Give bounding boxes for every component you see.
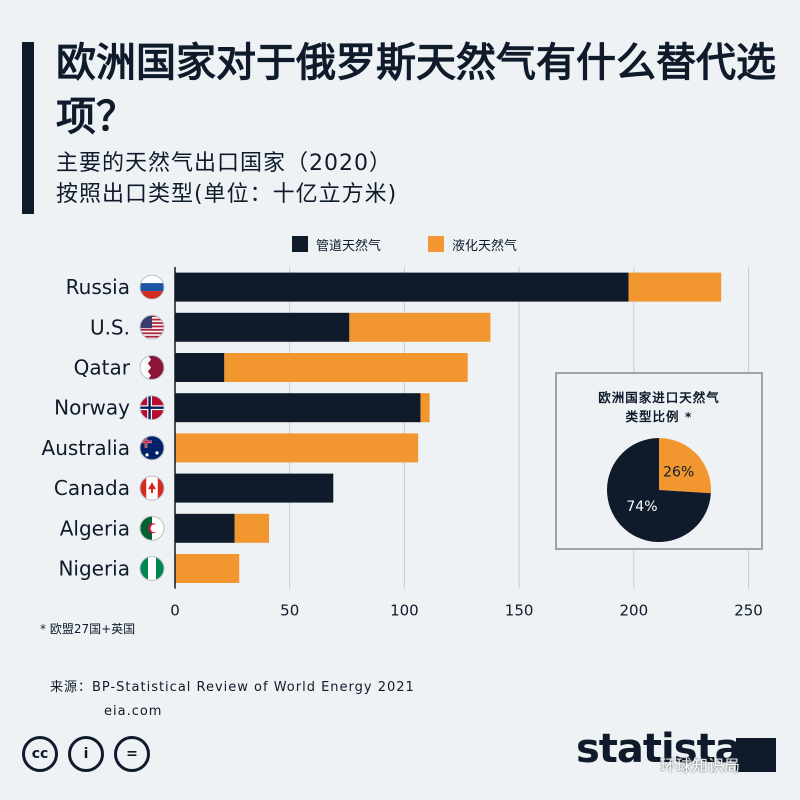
russia-flag-icon (140, 275, 164, 300)
bar-us-pipeline (175, 312, 350, 342)
bar-russia-pipeline (175, 272, 629, 302)
pie-title: 欧洲国家进口天然气 类型比例 * (557, 388, 761, 426)
pie-label-lng: 26% (663, 464, 694, 480)
algeria-flag-icon (140, 516, 164, 541)
category-label: Russia (66, 275, 130, 299)
category-label: Australia (42, 436, 130, 460)
australia-flag-icon (140, 435, 164, 460)
bar-norway-pipeline (175, 393, 421, 423)
bar-chart: 0 50 100 150 200 250 Russia U.S. Qatar Norway Aust… (42, 267, 763, 620)
category-label: Norway (54, 396, 130, 420)
legend-label-lng: 液化天然气 (452, 238, 518, 254)
bar-qatar-lng (224, 353, 468, 382)
subtitle-line-2: 按照出口类型(单位：十亿立方米) (56, 182, 398, 207)
pie-slice-pipeline (607, 438, 711, 542)
bar-us-lng (349, 312, 491, 342)
chart-legend: 管道天然气 液化天然气 (0, 232, 800, 256)
pie-slice-lng (659, 438, 711, 494)
legend-item-lng: 液化天然气 (428, 232, 517, 256)
source: 来源：BP-Statistical Review of World Energy… (50, 676, 415, 724)
license-icons: cc i = (22, 736, 150, 772)
footnote: * 欧盟27国+英国 (40, 622, 136, 636)
category-label: Algeria (60, 516, 130, 540)
category-label: Qatar (74, 356, 131, 380)
legend-item-pipeline: 管道天然气 (292, 232, 381, 256)
subtitle-line-1: 主要的天然气出口国家（2020） (56, 151, 392, 176)
watermark: 环球知识局 (660, 756, 741, 775)
x-tick-label: 250 (734, 602, 763, 620)
bar-russia-lng (628, 272, 722, 302)
bar-canada-pipeline (175, 473, 334, 503)
source-line-1: 来源：BP-Statistical Review of World Energy… (50, 680, 415, 695)
source-line-2: eia.com (104, 704, 163, 719)
chart-title: 欧洲国家对于俄罗斯天然气有什么替代选项？ (56, 40, 776, 140)
x-tick-label: 100 (390, 602, 419, 620)
legend-swatch-lng (428, 236, 444, 252)
no-derivatives-icon[interactable]: = (114, 736, 150, 772)
bar-norway-lng (420, 393, 430, 423)
category-label: Nigeria (58, 557, 130, 581)
chart-subtitle: 主要的天然气出口国家（2020） 按照出口类型(单位：十亿立方米) (56, 148, 397, 210)
bar-qatar-pipeline (175, 353, 225, 382)
bar-nigeria-lng (175, 554, 240, 583)
title-accent-bar (22, 42, 34, 214)
pie-label-pipeline: 74% (626, 499, 657, 515)
category-label: Canada (54, 476, 130, 500)
statista-logo-mark (736, 738, 776, 772)
nigeria-flag-icon (140, 556, 164, 581)
bar-algeria-lng (234, 513, 270, 543)
creative-commons-icon[interactable]: cc (22, 736, 58, 772)
legend-label-pipeline: 管道天然气 (316, 238, 382, 254)
pie-title-line-1: 欧洲国家进口天然气 (598, 390, 720, 405)
x-tick-label: 150 (505, 602, 534, 620)
x-tick-label: 200 (620, 602, 649, 620)
x-tick-label: 50 (280, 602, 299, 620)
norway-flag-icon (140, 395, 164, 420)
pie-chart: 26% 74% (607, 438, 711, 542)
pie-title-line-2: 类型比例 * (625, 409, 693, 424)
bar-australia-lng (175, 433, 419, 463)
qatar-flag-icon (140, 355, 164, 380)
pie-inset: 欧洲国家进口天然气 类型比例 * 26% 74% (555, 372, 763, 550)
statista-logo[interactable]: statista (576, 726, 742, 772)
bar-algeria-pipeline (175, 513, 235, 543)
attribution-icon[interactable]: i (68, 736, 104, 772)
canada-flag-icon (140, 476, 164, 501)
legend-swatch-pipeline (292, 236, 308, 252)
x-tick-label: 0 (170, 602, 180, 620)
category-label: U.S. (90, 315, 130, 339)
